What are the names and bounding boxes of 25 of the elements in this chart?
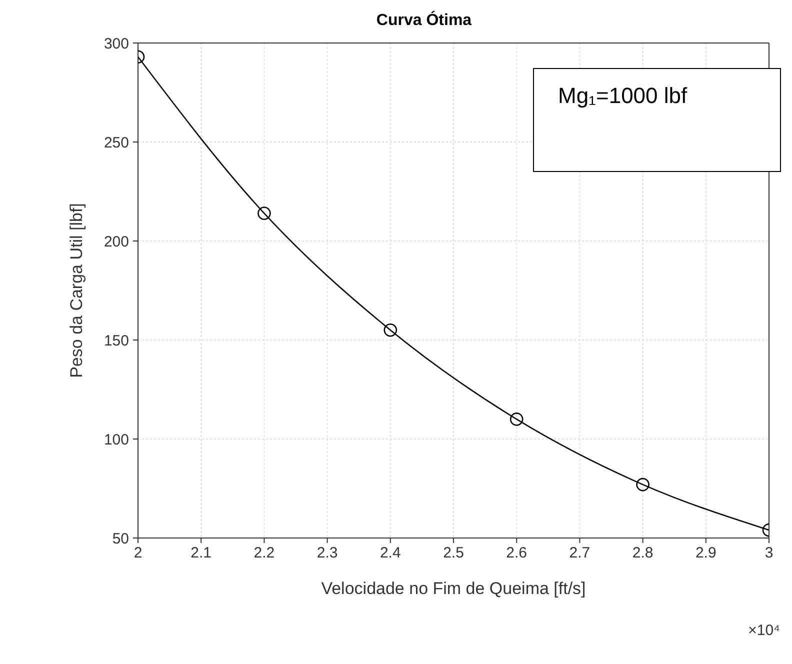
- chart-title: Curva Ótima: [375, 12, 473, 30]
- x-tick-label: 2.1: [190, 544, 212, 562]
- y-axis-title: Peso da Carga Util [lbf]: [67, 203, 86, 378]
- y-tick-label: 300: [104, 35, 129, 52]
- y-tick-label: 250: [104, 134, 129, 152]
- annotation: Mg₁=1000 lbf: [558, 83, 688, 108]
- x-tick-label: 2.9: [695, 544, 716, 562]
- x-tick-label: 2.8: [632, 544, 654, 562]
- text: ×10⁴: [748, 622, 780, 639]
- x-tick-label: 2.5: [443, 544, 464, 562]
- x-tick-label: 2.6: [506, 544, 528, 562]
- y-tick-label: 150: [104, 332, 129, 350]
- y-tick-label: 200: [104, 233, 129, 250]
- x-tick-label: 2.7: [569, 544, 590, 562]
- x-axis-title: Velocidade no Fim de Queima [ft/s]: [321, 579, 586, 598]
- y-tick-label: 100: [104, 431, 129, 448]
- point: [510, 412, 524, 426]
- point: [384, 323, 398, 337]
- x-tick-label: 3: [764, 544, 774, 562]
- x-tick-label: 2.2: [254, 544, 275, 562]
- x-tick-label: 2: [134, 544, 142, 562]
- x-tick-label: 2.3: [316, 544, 338, 562]
- x-tick-label: 2.4: [380, 544, 401, 562]
- text-box: Mg₁=1000 lbf: [533, 68, 781, 172]
- y-tick-label: 50: [112, 530, 129, 548]
